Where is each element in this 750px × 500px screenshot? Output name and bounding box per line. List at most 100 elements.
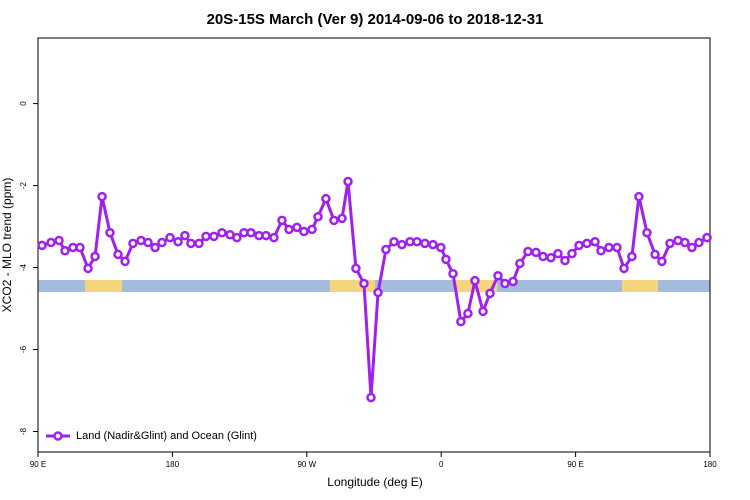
- y-tick-label: -8: [19, 427, 28, 435]
- data-point: [373, 287, 383, 298]
- data-point: [261, 230, 271, 241]
- x-tick-label: 90 E: [30, 460, 46, 469]
- data-point: [37, 240, 47, 251]
- data-point: [702, 232, 712, 243]
- data-point: [321, 193, 331, 204]
- data-point: [694, 237, 704, 248]
- data-point: [650, 249, 660, 260]
- data-point: [329, 215, 339, 226]
- data-point: [657, 256, 667, 267]
- data-point: [232, 232, 242, 243]
- data-point: [634, 191, 644, 202]
- data-point: [436, 242, 446, 253]
- data-point: [180, 230, 190, 241]
- data-point: [604, 242, 614, 253]
- data-point: [284, 224, 294, 235]
- data-point: [217, 227, 227, 238]
- data-point: [90, 251, 100, 262]
- data-point: [313, 211, 323, 222]
- data-point: [128, 238, 138, 249]
- data-point: [687, 242, 697, 253]
- data-point: [54, 235, 64, 246]
- data-point: [157, 237, 167, 248]
- data-point: [590, 236, 600, 247]
- data-point: [366, 392, 376, 403]
- data-point: [173, 236, 183, 247]
- data-point: [165, 232, 175, 243]
- x-tick-label: 90 E: [567, 460, 583, 469]
- data-point: [343, 176, 353, 187]
- data-point: [97, 191, 107, 202]
- data-point: [582, 238, 592, 249]
- data-point: [397, 239, 407, 250]
- data-point: [612, 242, 622, 253]
- data-point: [351, 263, 361, 274]
- data-point: [508, 276, 518, 287]
- data-point: [299, 226, 309, 237]
- data-point: [470, 275, 480, 286]
- data-point: [105, 227, 115, 238]
- data-point: [150, 242, 160, 253]
- data-point: [194, 238, 204, 249]
- x-tick-label: 90 W: [297, 460, 316, 469]
- data-point: [531, 247, 541, 258]
- chart-title: 20S-15S March (Ver 9) 2014-09-06 to 2018…: [207, 11, 544, 28]
- data-point: [463, 308, 473, 319]
- legend-marker: [53, 431, 63, 441]
- y-tick-label: 0: [19, 101, 28, 106]
- data-point: [209, 231, 219, 242]
- x-tick-label: 180: [703, 460, 717, 469]
- data-point: [546, 252, 556, 263]
- data-point: [574, 240, 584, 251]
- data-point: [553, 248, 563, 259]
- data-point: [120, 256, 130, 267]
- data-point: [46, 237, 56, 248]
- data-point: [567, 248, 577, 259]
- data-point: [420, 238, 430, 249]
- data-point: [596, 245, 606, 256]
- data-point: [389, 236, 399, 247]
- data-point: [448, 268, 458, 279]
- data-point: [478, 306, 488, 317]
- x-tick-label: 0: [439, 460, 444, 469]
- data-point: [642, 227, 652, 238]
- data-point: [428, 239, 438, 250]
- data-point: [665, 238, 675, 249]
- data-point: [523, 246, 533, 257]
- data-point: [493, 270, 503, 281]
- data-point: [515, 258, 525, 269]
- data-point: [441, 254, 451, 265]
- data-point: [500, 278, 510, 289]
- data-point: [83, 263, 93, 274]
- data-point: [619, 263, 629, 274]
- data-point: [456, 316, 466, 327]
- data-point: [246, 227, 256, 238]
- data-point: [143, 237, 153, 248]
- data-point: [277, 215, 287, 226]
- y-tick-label: -2: [19, 181, 28, 189]
- land-strip: [85, 279, 123, 292]
- data-point: [359, 278, 369, 289]
- data-point: [560, 255, 570, 266]
- y-tick-label: -6: [19, 345, 28, 353]
- data-point: [307, 224, 317, 235]
- data-point: [627, 251, 637, 262]
- data-point: [75, 242, 85, 253]
- data-point: [337, 213, 347, 224]
- data-point: [381, 244, 391, 255]
- x-tick-label: 180: [166, 460, 180, 469]
- data-point: [680, 237, 690, 248]
- data-point: [292, 222, 302, 233]
- x-axis-label: Longitude (deg E): [327, 475, 422, 489]
- data-point: [485, 288, 495, 299]
- data-point: [538, 251, 548, 262]
- data-point: [269, 232, 279, 243]
- data-point: [186, 238, 196, 249]
- data-point: [412, 236, 422, 247]
- y-tick-label: -4: [19, 263, 28, 271]
- data-point: [113, 249, 123, 260]
- legend-label: Land (Nadir&Glint) and Ocean (Glint): [76, 430, 257, 442]
- y-axis-label: XCO2 - MLO trend (ppm): [0, 178, 14, 313]
- data-point: [201, 231, 211, 242]
